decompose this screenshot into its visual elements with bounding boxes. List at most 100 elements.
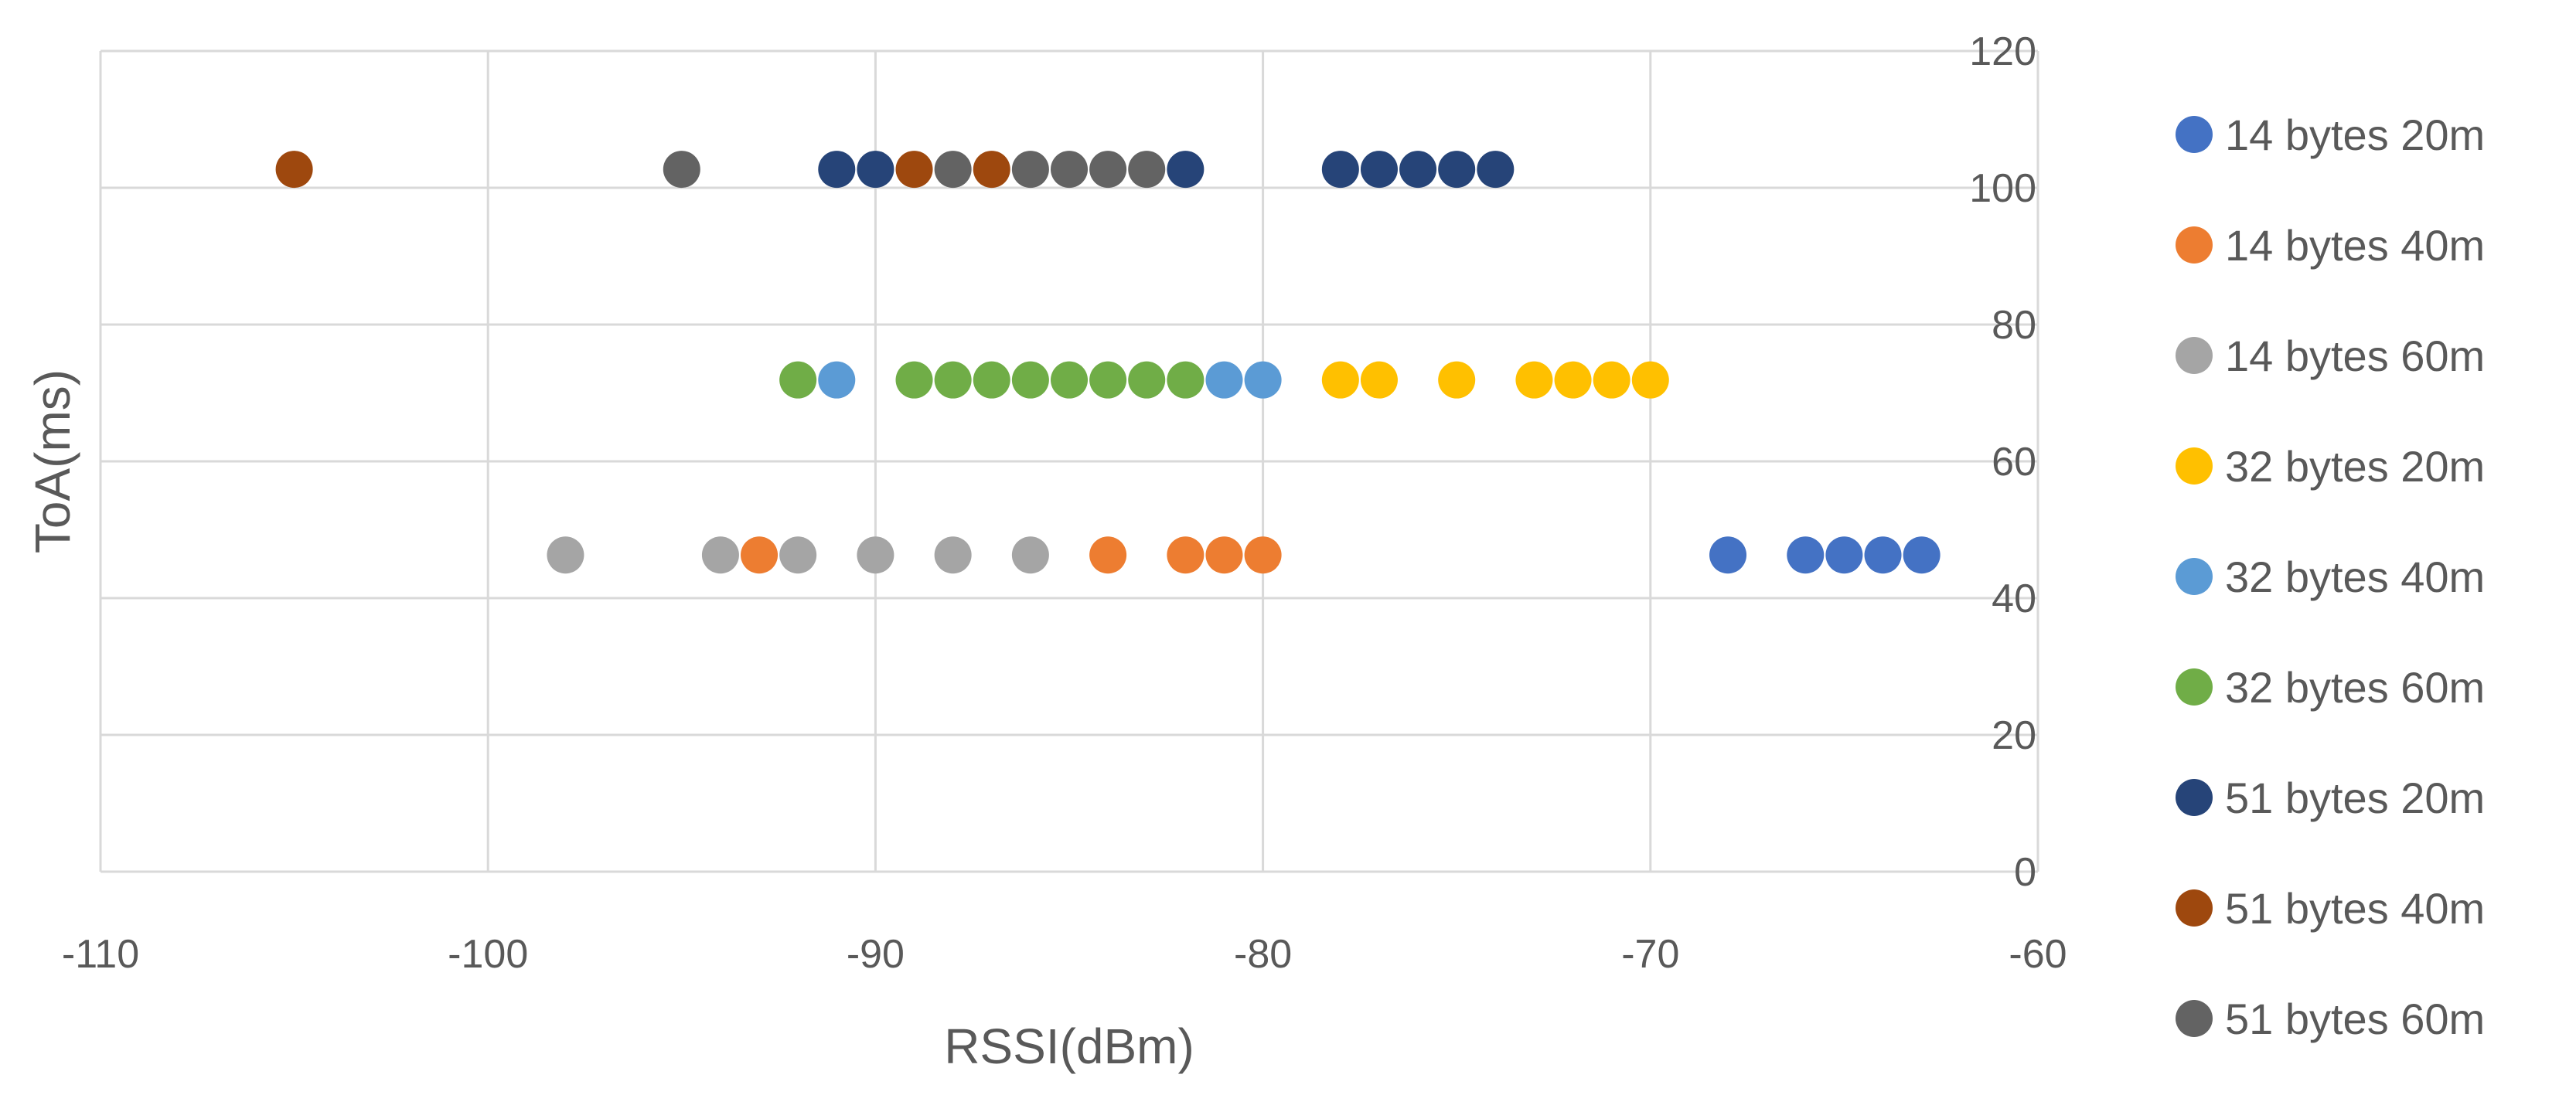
data-point [895, 151, 933, 189]
x-tick-label: -80 [1234, 932, 1292, 977]
data-point [547, 536, 584, 574]
data-point [973, 151, 1010, 189]
x-axis-ticks: -110 -100 -90 -80 -70 -60 [62, 932, 2067, 977]
legend-marker [2176, 447, 2213, 485]
data-point [779, 361, 817, 399]
data-point [1167, 536, 1205, 574]
y-axis-ticks: 0 20 40 60 80 100 120 [1969, 29, 2036, 895]
data-point [1438, 361, 1476, 399]
data-point [1089, 361, 1127, 399]
data-points [275, 151, 1941, 574]
legend-entry: 32 bytes 40m [2176, 553, 2485, 601]
legend-entry: 32 bytes 20m [2176, 442, 2485, 491]
y-tick-label: 100 [1969, 166, 2036, 211]
data-point [818, 361, 856, 399]
legend-entry: 14 bytes 40m [2176, 221, 2485, 270]
legend-label: 14 bytes 20m [2225, 111, 2485, 159]
legend-label: 14 bytes 40m [2225, 221, 2485, 270]
data-point [895, 361, 933, 399]
data-point [1631, 361, 1669, 399]
data-point [1321, 361, 1359, 399]
data-point [1128, 361, 1166, 399]
legend-label: 32 bytes 40m [2225, 553, 2485, 601]
data-point [701, 536, 739, 574]
data-point [1825, 536, 1863, 574]
legend-label: 51 bytes 40m [2225, 884, 2485, 933]
legend: 14 bytes 20m 14 bytes 40m 14 bytes 60m 32 b… [2176, 111, 2485, 1043]
x-tick-label: -110 [62, 932, 139, 977]
legend-marker [2176, 337, 2213, 374]
legend-entry: 51 bytes 40m [2176, 884, 2485, 933]
data-point [857, 536, 894, 574]
data-point [1051, 151, 1088, 189]
data-point [779, 536, 817, 574]
data-point [1864, 536, 1902, 574]
y-tick-label: 0 [2014, 850, 2036, 895]
x-tick-label: -70 [1621, 932, 1679, 977]
data-point [663, 151, 700, 189]
data-point [1709, 536, 1747, 574]
data-point [1903, 536, 1941, 574]
data-point [741, 536, 779, 574]
legend-label: 51 bytes 20m [2225, 774, 2485, 822]
data-point [1011, 536, 1049, 574]
data-point [1244, 361, 1282, 399]
y-tick-label: 120 [1969, 29, 2036, 74]
legend-label: 51 bytes 60m [2225, 995, 2485, 1043]
data-point [1787, 536, 1825, 574]
data-point [973, 361, 1010, 399]
data-point [1360, 151, 1398, 189]
legend-marker [2176, 889, 2213, 927]
data-point [275, 151, 313, 189]
legend-label: 14 bytes 60m [2225, 332, 2485, 380]
data-point [1089, 536, 1127, 574]
legend-entry: 51 bytes 60m [2176, 995, 2485, 1043]
data-point [818, 151, 856, 189]
data-point [934, 151, 972, 189]
data-point [1477, 151, 1515, 189]
data-point [1089, 151, 1127, 189]
data-point [1167, 151, 1205, 189]
data-point [1205, 536, 1243, 574]
y-axis-title: ToA(ms) [25, 369, 80, 553]
legend-label: 32 bytes 20m [2225, 442, 2485, 491]
data-point [1321, 151, 1359, 189]
y-tick-label: 60 [1992, 440, 2036, 485]
y-tick-label: 40 [1992, 576, 2036, 621]
x-tick-label: -90 [847, 932, 905, 977]
legend-marker [2176, 558, 2213, 595]
legend-entry: 51 bytes 20m [2176, 774, 2485, 822]
legend-entry: 32 bytes 60m [2176, 663, 2485, 712]
data-point [1051, 361, 1088, 399]
legend-entry: 14 bytes 60m [2176, 332, 2485, 380]
y-tick-label: 20 [1992, 713, 2036, 758]
legend-entry: 14 bytes 20m [2176, 111, 2485, 159]
x-tick-label: -100 [448, 932, 528, 977]
data-point [1011, 151, 1049, 189]
data-point [1128, 151, 1166, 189]
x-tick-label: -60 [2009, 932, 2067, 977]
legend-label: 32 bytes 60m [2225, 663, 2485, 712]
data-point [934, 361, 972, 399]
y-tick-label: 80 [1992, 303, 2036, 348]
data-point [857, 151, 894, 189]
data-point [1360, 361, 1398, 399]
gridlines [99, 49, 2039, 873]
legend-marker [2176, 1000, 2213, 1037]
data-point [1399, 151, 1437, 189]
data-point [1554, 361, 1592, 399]
data-point [1244, 536, 1282, 574]
legend-marker [2176, 779, 2213, 816]
x-axis-title: RSSI(dBm) [944, 1018, 1194, 1074]
data-point [1515, 361, 1553, 399]
data-point [1593, 361, 1630, 399]
data-point [934, 536, 972, 574]
data-point [1011, 361, 1049, 399]
legend-marker [2176, 226, 2213, 264]
legend-marker [2176, 668, 2213, 706]
data-point [1438, 151, 1476, 189]
data-point [1167, 361, 1205, 399]
data-point [1205, 361, 1243, 399]
legend-marker [2176, 116, 2213, 153]
